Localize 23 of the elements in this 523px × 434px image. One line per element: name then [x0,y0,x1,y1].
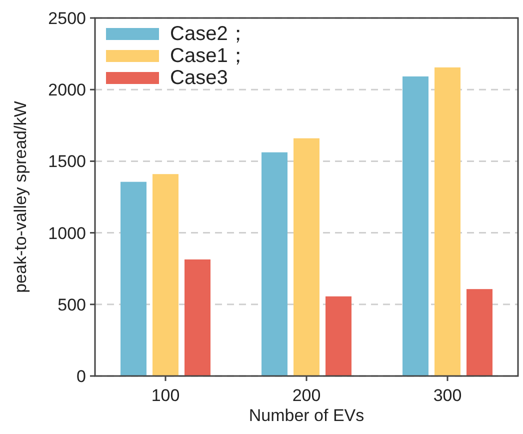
bar [294,138,320,376]
y-tick-label: 1500 [48,152,86,172]
legend-label: Case3 [170,67,228,89]
bar [120,182,146,376]
bar [466,289,492,376]
bar [152,174,178,376]
bar [262,152,288,376]
x-tick-label: 200 [292,386,321,405]
bar [326,296,352,376]
y-tick-label: 2000 [48,80,86,100]
bar [434,67,460,376]
bar [184,259,210,376]
legend-label: Case1； [170,45,248,67]
legend-label: Case2； [170,23,248,45]
y-tick-label: 1000 [48,224,86,243]
x-tick-label: 300 [433,386,462,405]
y-axis-title: peak-to-valley spread/kW [11,101,30,293]
x-axis-title: Number of EVs [248,406,364,425]
bar [402,76,428,376]
y-tick-label: 2500 [48,9,86,28]
y-tick-label: 500 [58,295,86,314]
y-tick-label: 0 [76,367,86,386]
x-tick-label: 100 [151,386,180,405]
